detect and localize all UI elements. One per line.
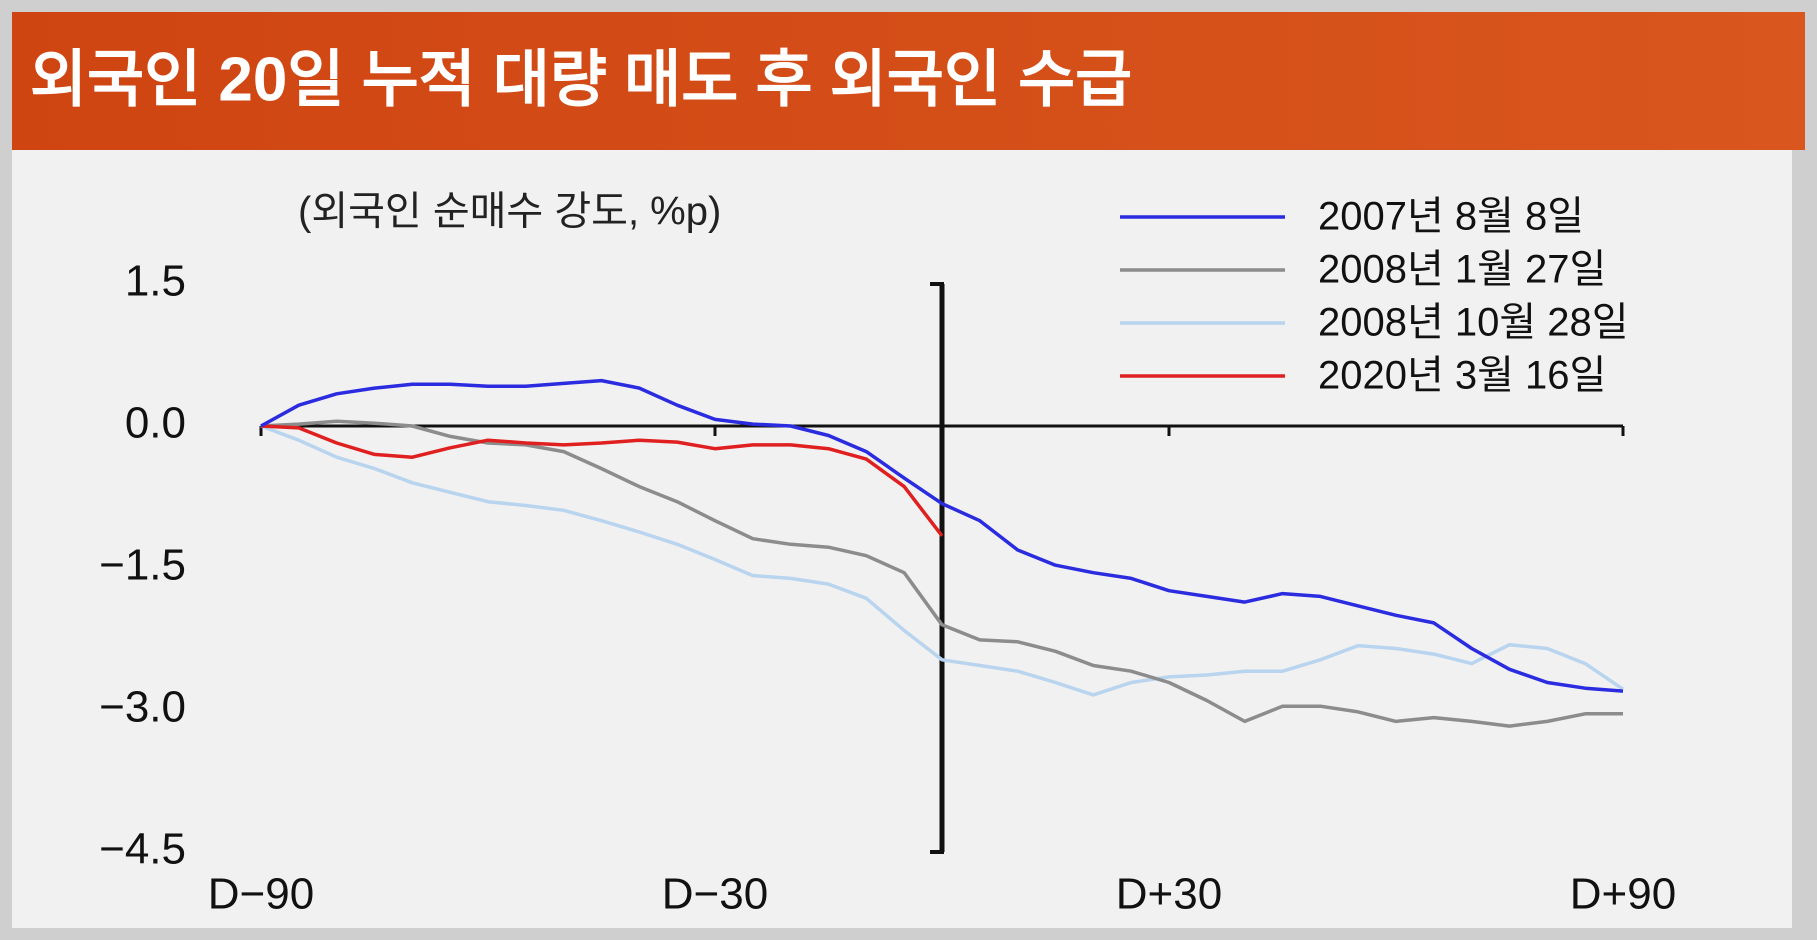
x-tick-label: D+90 [1570,870,1676,919]
chart-panel [12,150,1792,928]
legend-label: 2008년 10월 28일 [1318,301,1629,345]
title-bar [12,12,1805,150]
series-line [260,424,944,537]
y-tick-label: −3.0 [99,683,186,732]
legend-label: 2008년 1월 27일 [1318,248,1606,292]
x-tick-label: D−30 [662,870,768,919]
y-tick-label: −4.5 [99,825,186,874]
series-line [260,424,1624,697]
y-tick-label: −1.5 [99,541,186,590]
y-tick-label: 1.5 [125,257,186,306]
x-tick-label: D−90 [208,870,314,919]
legend-label: 2007년 8월 8일 [1318,195,1584,239]
series-line [260,378,1624,693]
legend-label: 2020년 3월 16일 [1318,354,1606,398]
x-tick-label: D+30 [1116,870,1222,919]
y-axis-label: (외국인 순매수 강도, %p) [298,190,721,234]
chart-title: 외국인 20일 누적 대량 매도 후 외국인 수급 [30,45,1132,114]
y-tick-label: 0.0 [125,399,186,448]
series-line [260,419,1623,728]
